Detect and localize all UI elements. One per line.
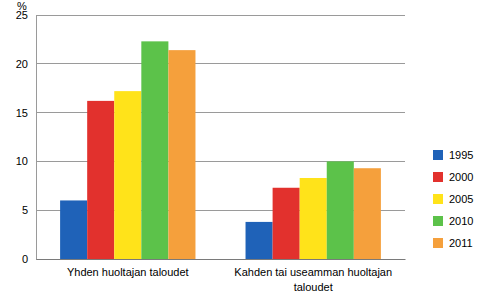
legend-swatch [433, 216, 443, 226]
x-tick: Yhden huoltajan taloudet [67, 259, 189, 278]
plot: 0510152025Yhden huoltajan taloudetKahden… [16, 9, 406, 293]
legend-label: 1995 [449, 149, 473, 161]
x-axis-line [37, 259, 406, 260]
y-tick-label: 20 [16, 58, 28, 70]
series [168, 50, 380, 259]
x-tick-label: Kahden tai useamman huoltajan taloudet [234, 266, 392, 293]
grid-line [36, 15, 405, 16]
legend-label: 2010 [449, 215, 473, 227]
bar [141, 41, 168, 259]
legend-label: 2000 [449, 171, 473, 183]
grid [36, 15, 405, 259]
x-tick: Kahden tai useamman huoltajan taloudet [234, 259, 392, 293]
bar [327, 161, 354, 259]
y-axis-line [36, 16, 37, 260]
legend-item: 2011 [433, 237, 473, 249]
label-line: Yhden huoltajan taloudet [67, 266, 189, 278]
legend-swatch [433, 194, 443, 204]
y-axis-title: % [17, 0, 27, 12]
y-tick: 10 [16, 155, 36, 167]
bar [168, 50, 195, 259]
y-tick-label: 0 [22, 253, 28, 265]
series [141, 41, 353, 259]
bars [60, 41, 381, 259]
bar [60, 200, 87, 259]
legend-item: 2010 [433, 215, 473, 227]
x-tick-label: Yhden huoltajan taloudet [67, 266, 189, 278]
legend-label: 2011 [449, 237, 473, 249]
y-tick-label: 15 [16, 107, 28, 119]
label-line: taloudet [294, 281, 333, 293]
grid-line [36, 63, 405, 64]
y-tick: 5 [22, 204, 36, 216]
bar [87, 101, 114, 259]
y-axis: 0510152025 [16, 9, 37, 265]
legend-item: 2000 [433, 171, 473, 183]
bar [300, 178, 327, 259]
y-tick: 0 [22, 253, 36, 265]
bar [246, 222, 273, 259]
legend-label: 2005 [449, 193, 473, 205]
chart: 0510152025Yhden huoltajan taloudetKahden… [0, 0, 493, 304]
legend-swatch [433, 150, 443, 160]
y-tick: 15 [16, 107, 36, 119]
y-tick-label: 10 [16, 155, 28, 167]
legend-item: 2005 [433, 193, 473, 205]
legend: 1995 2000 2005 2010 2011 [433, 149, 473, 249]
bar [354, 168, 381, 259]
y-tick-label: 5 [22, 204, 28, 216]
label-line: Kahden tai useamman huoltajan [234, 266, 392, 278]
bar [273, 188, 300, 259]
legend-swatch [433, 238, 443, 248]
legend-item: 1995 [433, 149, 473, 161]
y-tick: 20 [16, 58, 36, 70]
legend-swatch [433, 172, 443, 182]
x-axis: Yhden huoltajan taloudet Kahden tai useam… [37, 259, 406, 293]
bar [114, 91, 141, 259]
